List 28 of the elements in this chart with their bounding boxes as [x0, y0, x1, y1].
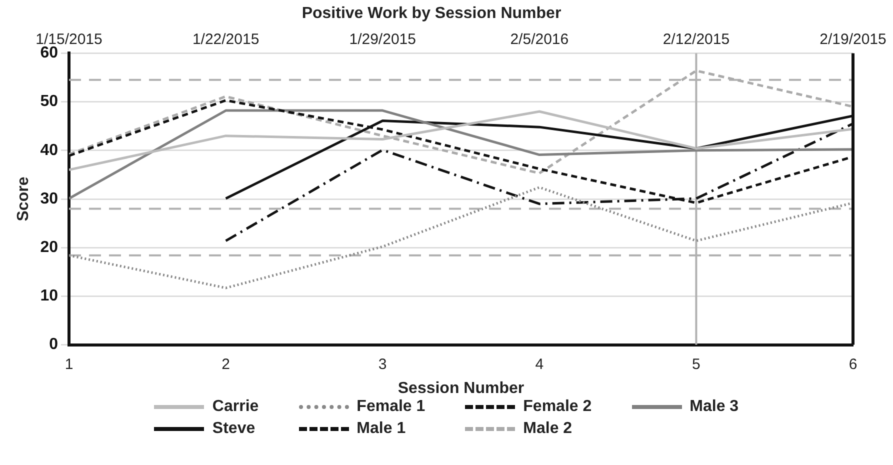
legend-label: Male 2 — [523, 420, 572, 438]
chart-title: Positive Work by Session Number — [302, 5, 562, 22]
x-axis-title: Session Number — [398, 380, 524, 397]
y-tick-label: 10 — [40, 288, 58, 305]
text: 1/29/2015 — [349, 30, 416, 48]
text: 1/22/2015 — [192, 30, 260, 48]
y-tick-label: 50 — [40, 93, 58, 110]
x-tick-label: 5 — [692, 356, 700, 373]
legend-label: Female 2 — [523, 398, 592, 416]
x-tick-label: 4 — [535, 356, 544, 373]
legend-label: Female 1 — [356, 398, 426, 416]
text: 2/19/2015 — [820, 30, 886, 48]
y-axis-title: Score — [15, 176, 32, 222]
y-tick-label: 30 — [40, 190, 58, 208]
text: 2/12/2015 — [662, 30, 730, 48]
legend-label: Male 3 — [690, 398, 739, 416]
text: 2/5/2016 — [510, 30, 569, 48]
x-tick-label: 6 — [848, 356, 858, 373]
y-tick-label: 0 — [49, 336, 58, 354]
x-tick-label: 1 — [64, 356, 74, 373]
legend-label: Steve — [212, 420, 256, 438]
y-tick-label: 20 — [40, 239, 58, 256]
y-tick-label: 40 — [40, 142, 58, 159]
x-tick-label: 2 — [222, 356, 230, 373]
legend-label: Male 1 — [356, 420, 406, 438]
legend-label: Carrie — [212, 398, 259, 416]
y-tick-label: 60 — [40, 44, 58, 62]
x-tick-label: 3 — [378, 356, 387, 373]
